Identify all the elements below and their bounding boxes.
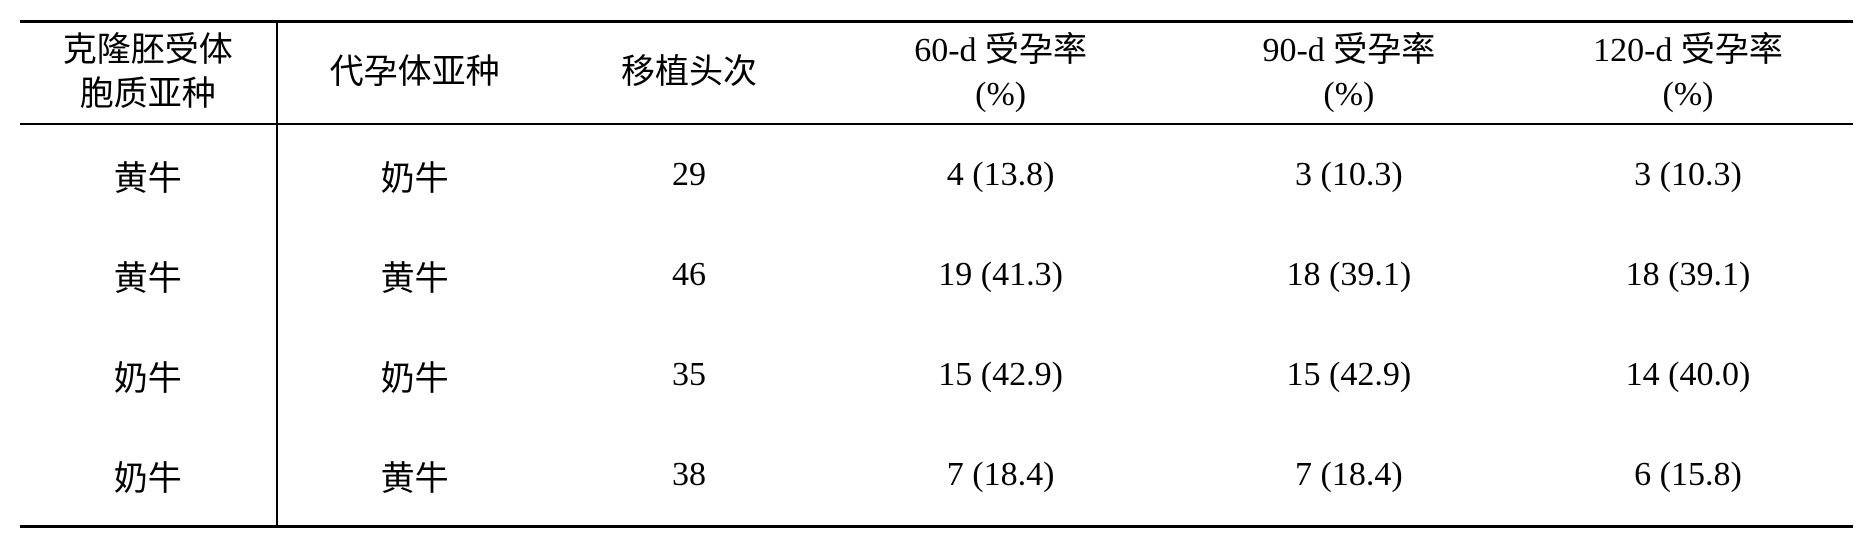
cell-surrogate: 黄牛 (277, 225, 552, 325)
cell-60d: 15 (42.9) (826, 325, 1174, 425)
cell-90d: 7 (18.4) (1175, 425, 1523, 527)
table-row: 黄牛 黄牛 46 19 (41.3) 18 (39.1) 18 (39.1) (20, 225, 1853, 325)
header-line1: 90-d 受孕率 (1262, 32, 1435, 69)
cell-120d: 14 (40.0) (1523, 325, 1853, 425)
cell-cytoplasm: 黄牛 (20, 124, 277, 225)
header-90d-rate: 90-d 受孕率 (%) (1175, 22, 1523, 125)
header-transfer-count: 移植头次 (552, 22, 827, 125)
cell-transfers: 38 (552, 425, 827, 527)
cell-surrogate: 黄牛 (277, 425, 552, 527)
cell-transfers: 46 (552, 225, 827, 325)
cell-60d: 7 (18.4) (826, 425, 1174, 527)
header-line2: (%) (1663, 76, 1714, 113)
cell-cytoplasm: 奶牛 (20, 425, 277, 527)
header-cytoplasm-subspecies: 克隆胚受体 胞质亚种 (20, 22, 277, 125)
cell-surrogate: 奶牛 (277, 124, 552, 225)
header-60d-rate: 60-d 受孕率 (%) (826, 22, 1174, 125)
header-line1: 克隆胚受体 (63, 32, 233, 69)
table-row: 奶牛 奶牛 35 15 (42.9) 15 (42.9) 14 (40.0) (20, 325, 1853, 425)
data-table: 克隆胚受体 胞质亚种 代孕体亚种 移植头次 60-d 受孕率 (%) 90-d … (20, 20, 1853, 528)
cell-90d: 15 (42.9) (1175, 325, 1523, 425)
cell-90d: 18 (39.1) (1175, 225, 1523, 325)
cell-60d: 4 (13.8) (826, 124, 1174, 225)
header-120d-rate: 120-d 受孕率 (%) (1523, 22, 1853, 125)
cell-90d: 3 (10.3) (1175, 124, 1523, 225)
cell-120d: 6 (15.8) (1523, 425, 1853, 527)
cell-60d: 19 (41.3) (826, 225, 1174, 325)
cell-cytoplasm: 黄牛 (20, 225, 277, 325)
cell-transfers: 35 (552, 325, 827, 425)
header-line2: (%) (1323, 76, 1374, 113)
header-line1: 120-d 受孕率 (1593, 32, 1783, 69)
table-row: 奶牛 黄牛 38 7 (18.4) 7 (18.4) 6 (15.8) (20, 425, 1853, 527)
header-line2: 胞质亚种 (80, 76, 216, 113)
header-line1: 60-d 受孕率 (914, 32, 1087, 69)
header-surrogate-subspecies: 代孕体亚种 (277, 22, 552, 125)
cell-cytoplasm: 奶牛 (20, 325, 277, 425)
table-header-row: 克隆胚受体 胞质亚种 代孕体亚种 移植头次 60-d 受孕率 (%) 90-d … (20, 22, 1853, 125)
cell-transfers: 29 (552, 124, 827, 225)
table-row: 黄牛 奶牛 29 4 (13.8) 3 (10.3) 3 (10.3) (20, 124, 1853, 225)
header-line2: (%) (975, 76, 1026, 113)
cell-120d: 3 (10.3) (1523, 124, 1853, 225)
cell-120d: 18 (39.1) (1523, 225, 1853, 325)
cell-surrogate: 奶牛 (277, 325, 552, 425)
